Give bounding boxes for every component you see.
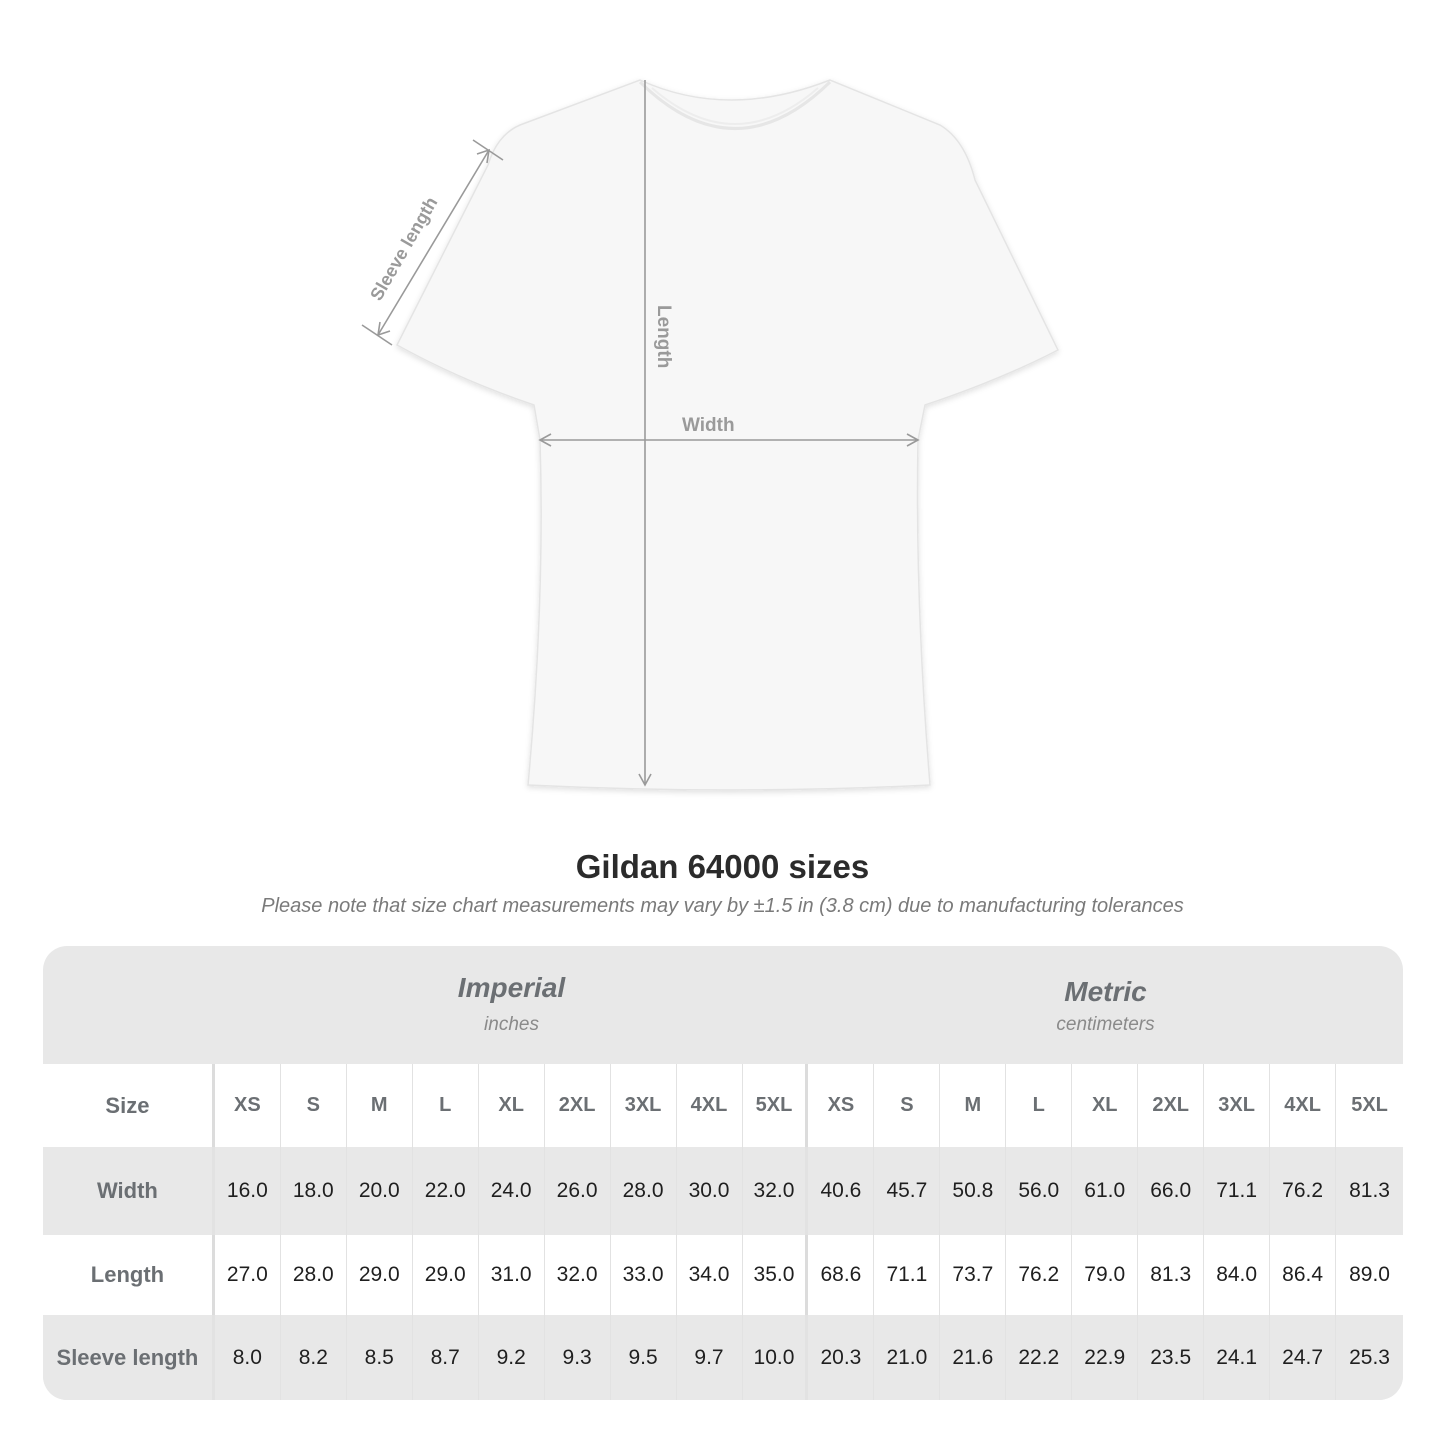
imperial-value-cell: 32.0 <box>743 1147 809 1235</box>
metric-size-5xl: 5XL <box>1351 1094 1388 1116</box>
metric-value-cell: 24.1 <box>1204 1315 1271 1400</box>
metric-value-cell: 21.6 <box>940 1315 1007 1400</box>
table-row: Length 27.0 28.0 29.0 29.0 31.0 32.0 33.0 34.0 35… <box>43 1235 1403 1315</box>
metric-value-cell: 73.7 <box>940 1235 1007 1315</box>
imperial-value-cell: 26.0 <box>545 1147 611 1235</box>
sleeve-measure-line <box>377 149 490 336</box>
imperial-value-cell: 29.0 <box>347 1235 413 1315</box>
table-row: Sleeve length 8.0 8.2 8.5 8.7 9.2 9.3 9.5 9.7 10.… <box>43 1315 1403 1400</box>
imperial-value-cell: 8.0 <box>215 1315 281 1400</box>
imperial-value-cell: 35.0 <box>743 1235 809 1315</box>
imperial-value-cell: 9.2 <box>479 1315 545 1400</box>
imperial-value-cell: 9.7 <box>677 1315 743 1400</box>
imperial-size-3xl: 3XL <box>611 1064 677 1147</box>
page-title: Gildan 64000 sizes <box>575 848 870 885</box>
imperial-value-cell: 20.0 <box>347 1147 413 1235</box>
tolerance-note: Please note that size chart measurements… <box>261 895 1184 917</box>
metric-size-2xl: 2XL <box>1138 1064 1205 1147</box>
imperial-value-cell: 16.0 <box>215 1147 281 1235</box>
metric-label: Metric <box>1064 976 1147 1007</box>
metric-value-cell: 76.2 <box>1006 1235 1073 1315</box>
metric-value-cell: 76.2 <box>1270 1147 1337 1235</box>
imperial-value-cell: 9.5 <box>611 1315 677 1400</box>
metric-value-cell: 89.0 <box>1349 1263 1390 1286</box>
metric-value-cell: 71.1 <box>1204 1147 1271 1235</box>
imperial-header: Imperial inches <box>215 946 808 1064</box>
imperial-value-cell: 22.0 <box>413 1147 479 1235</box>
imperial-value-cell: 28.0 <box>611 1147 677 1235</box>
imperial-value-cell: 9.3 <box>545 1315 611 1400</box>
metric-value-cell: 86.4 <box>1270 1235 1337 1315</box>
imperial-value-cell: 27.0 <box>215 1235 281 1315</box>
imperial-value-cell: 8.5 <box>347 1315 413 1400</box>
metric-value-cell: 20.3 <box>808 1315 875 1400</box>
imperial-size-4xl: 4XL <box>677 1064 743 1147</box>
metric-value-cell: 79.0 <box>1072 1235 1139 1315</box>
imperial-size-xs: XS <box>215 1064 281 1147</box>
imperial-value-cell: 18.0 <box>281 1147 347 1235</box>
imperial-value-cell: 10.0 <box>743 1315 809 1400</box>
metric-value-cell: 81.3 <box>1349 1179 1390 1202</box>
imperial-value-cell: 31.0 <box>479 1235 545 1315</box>
metric-size-xl: XL <box>1072 1064 1139 1147</box>
imperial-size-5xl: 5XL <box>743 1064 809 1147</box>
table-row: Width 16.0 18.0 20.0 22.0 24.0 26.0 28.0 30.0 32.… <box>43 1147 1403 1235</box>
row-label: Width <box>43 1147 215 1235</box>
imperial-size-m: M <box>347 1064 413 1147</box>
metric-unit: centimeters <box>1056 1014 1155 1035</box>
size-label: Size <box>43 1064 215 1147</box>
metric-value-cell: 68.6 <box>808 1235 875 1315</box>
metric-value-cell: 61.0 <box>1072 1147 1139 1235</box>
metric-value-cell: 40.6 <box>808 1147 875 1235</box>
width-label: Width <box>682 415 735 436</box>
tshirt-shape <box>396 79 1059 791</box>
imperial-label: Imperial <box>457 972 566 1003</box>
size-table: Imperial inches Metric centimeters Size X… <box>43 946 1403 1400</box>
imperial-size-l: L <box>413 1064 479 1147</box>
length-label: Length <box>653 305 674 368</box>
metric-size-l: L <box>1006 1064 1073 1147</box>
metric-size-3xl: 3XL <box>1204 1064 1271 1147</box>
row-label: Length <box>43 1235 215 1315</box>
metric-value-cell: 22.9 <box>1072 1315 1139 1400</box>
metric-value-cell: 22.2 <box>1006 1315 1073 1400</box>
metric-value-cell: 84.0 <box>1204 1235 1271 1315</box>
row-label: Sleeve length <box>43 1315 215 1400</box>
imperial-value-cell: 24.0 <box>479 1147 545 1235</box>
imperial-value-cell: 8.7 <box>413 1315 479 1400</box>
metric-value-cell: 23.5 <box>1138 1315 1205 1400</box>
metric-header: Metric centimeters <box>808 946 1403 1064</box>
imperial-size-s: S <box>281 1064 347 1147</box>
imperial-value-cell: 30.0 <box>677 1147 743 1235</box>
imperial-size-xl: XL <box>479 1064 545 1147</box>
imperial-value-cell: 33.0 <box>611 1235 677 1315</box>
metric-size-s: S <box>874 1064 941 1147</box>
imperial-value-cell: 34.0 <box>677 1235 743 1315</box>
imperial-size-2xl: 2XL <box>545 1064 611 1147</box>
imperial-value-cell: 29.0 <box>413 1235 479 1315</box>
size-header-row: Size XS S M L XL 2XL 3XL 4XL 5XL XS S M L XL 2XL 3XL 4XL 5… <box>43 1064 1403 1147</box>
imperial-value-cell: 32.0 <box>545 1235 611 1315</box>
imperial-unit: inches <box>484 1014 539 1035</box>
metric-value-cell: 66.0 <box>1138 1147 1205 1235</box>
metric-value-cell: 21.0 <box>874 1315 941 1400</box>
metric-value-cell: 25.3 <box>1349 1345 1390 1369</box>
metric-value-cell: 71.1 <box>874 1235 941 1315</box>
metric-size-m: M <box>940 1064 1007 1147</box>
metric-size-xs: XS <box>808 1064 875 1147</box>
metric-value-cell: 81.3 <box>1138 1235 1205 1315</box>
imperial-value-cell: 28.0 <box>281 1235 347 1315</box>
tshirt-diagram: Sleeve length Length Width <box>361 79 1059 791</box>
collar <box>638 80 832 130</box>
metric-value-cell: 56.0 <box>1006 1147 1073 1235</box>
metric-size-4xl: 4XL <box>1270 1064 1337 1147</box>
metric-value-cell: 45.7 <box>874 1147 941 1235</box>
metric-value-cell: 24.7 <box>1270 1315 1337 1400</box>
metric-value-cell: 50.8 <box>940 1147 1007 1235</box>
imperial-value-cell: 8.2 <box>281 1315 347 1400</box>
